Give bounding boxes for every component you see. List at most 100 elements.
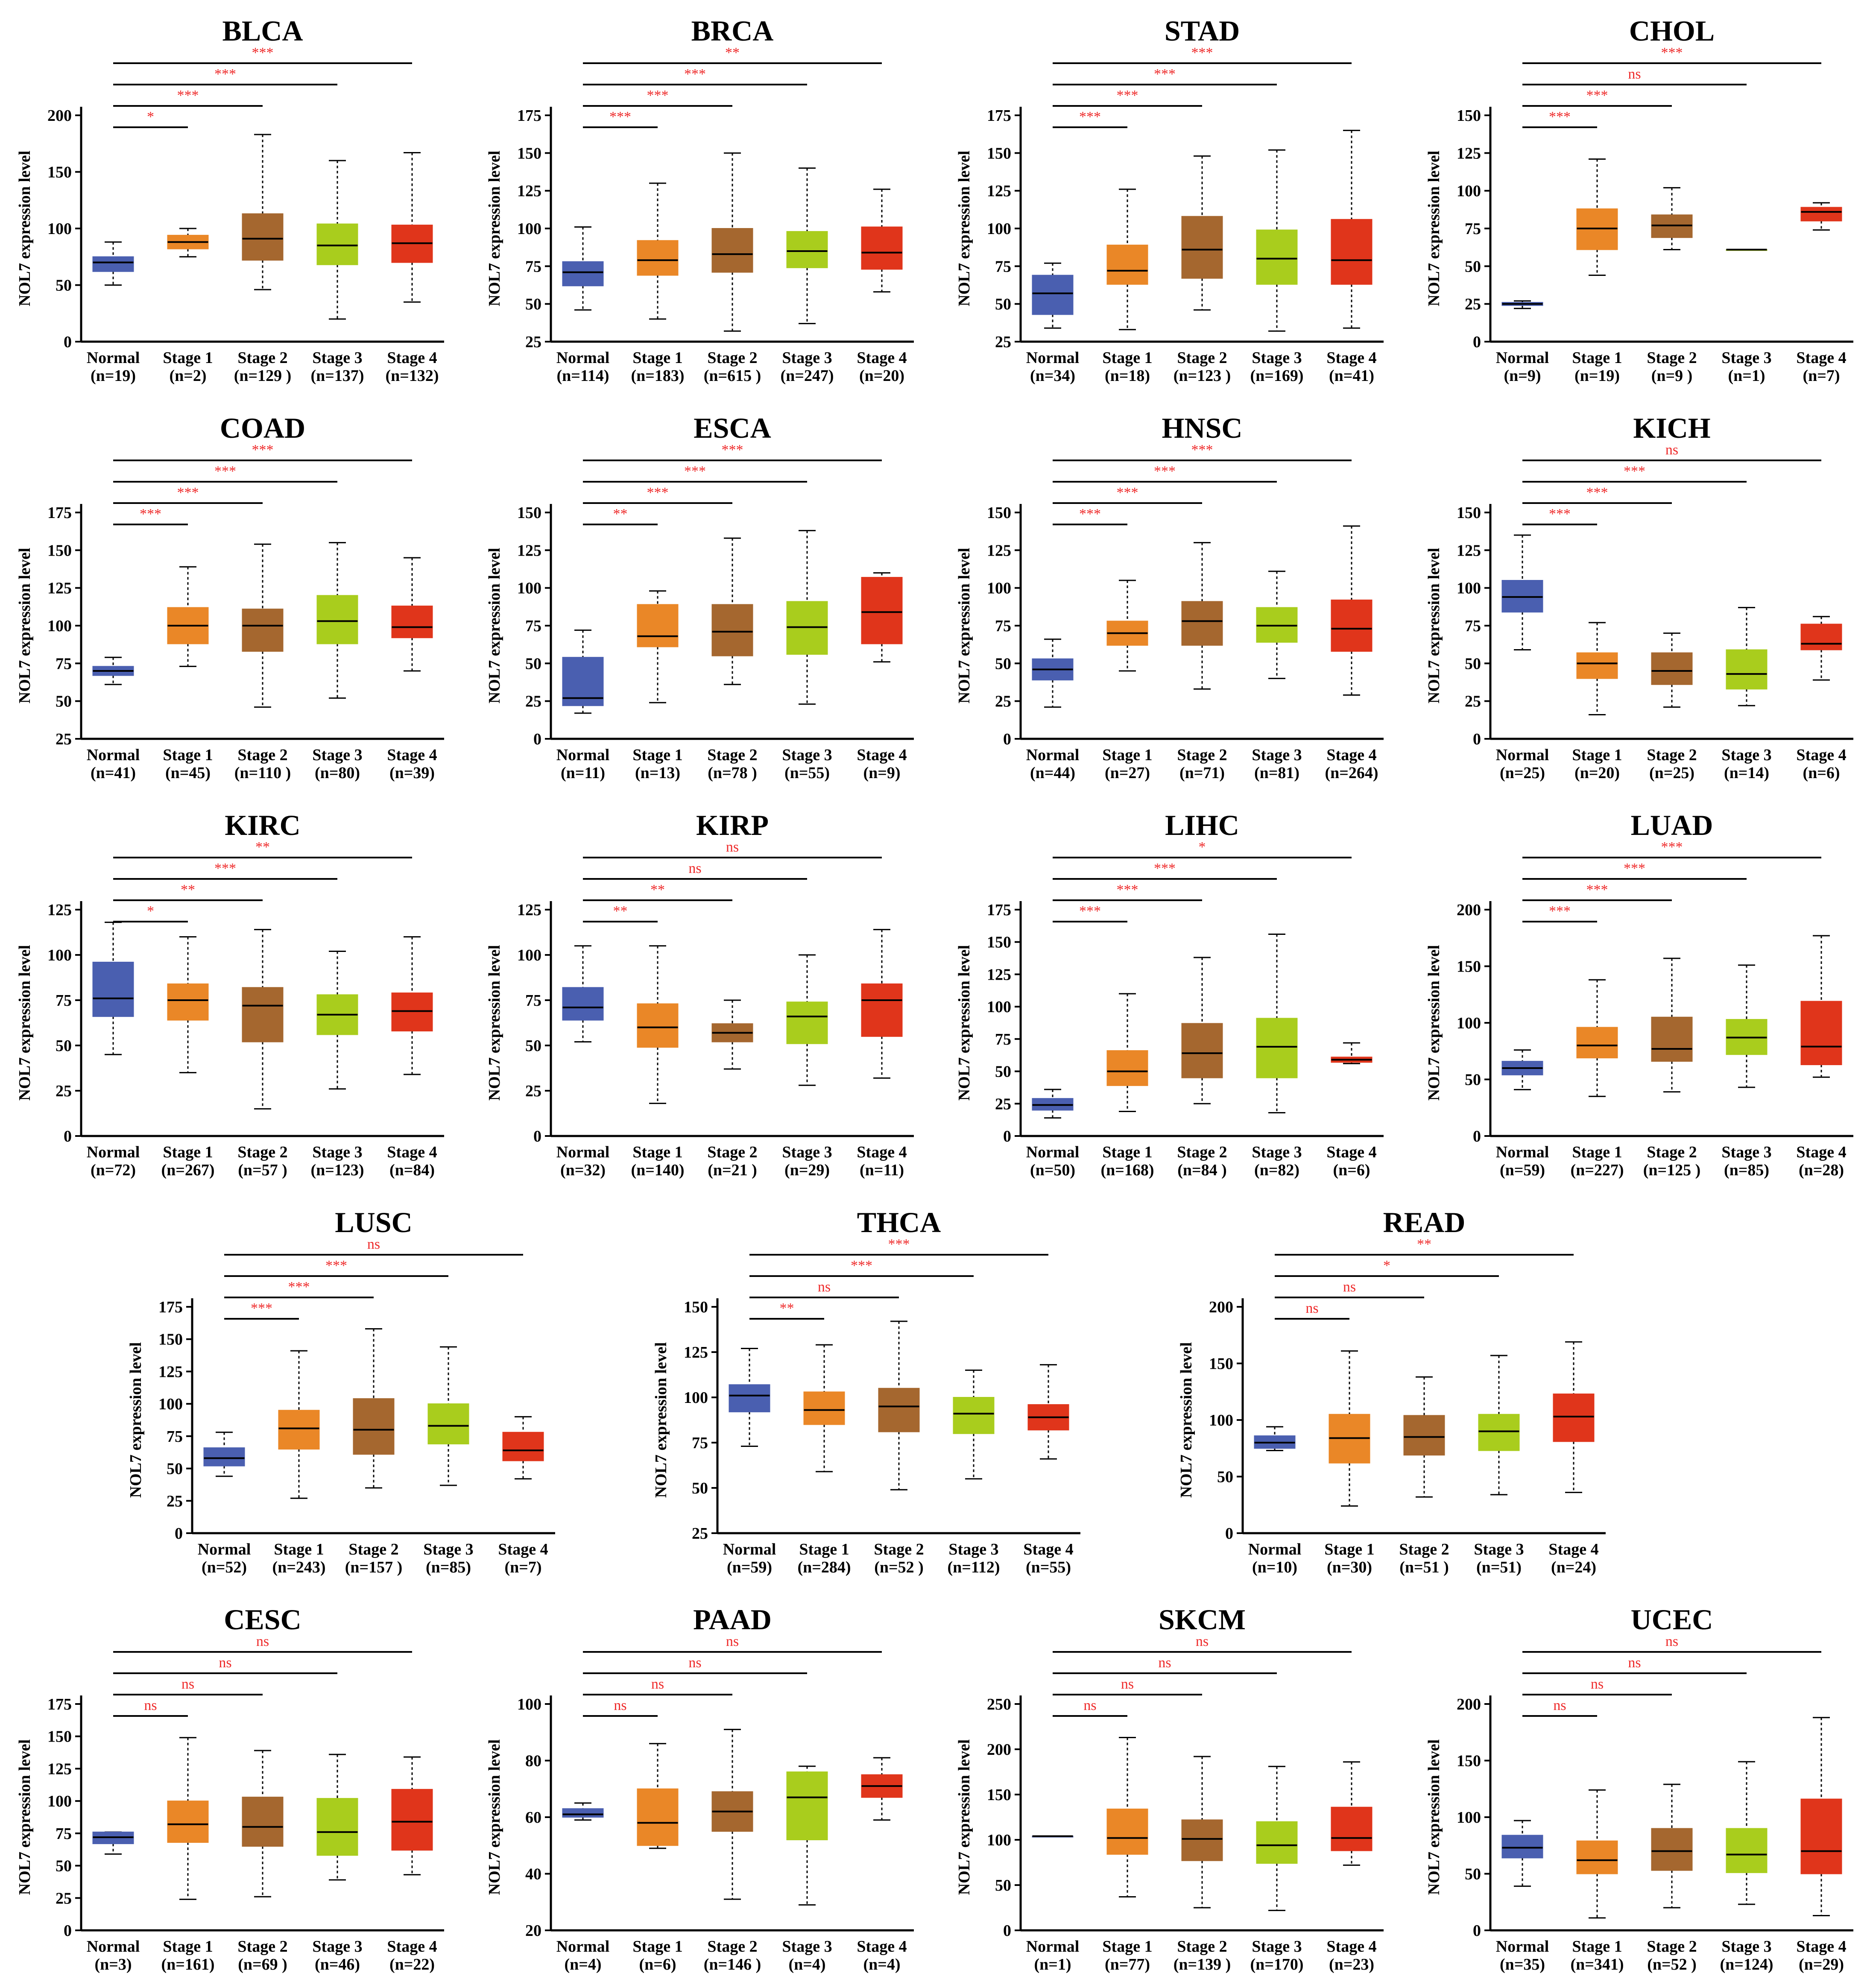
- box-stage-1: [637, 182, 679, 320]
- y-tick-label: 100: [1209, 1411, 1233, 1429]
- y-tick-label: 125: [47, 580, 72, 597]
- y-tick-label: 75: [525, 258, 541, 275]
- x-n-label: (n=84 ): [1177, 1161, 1227, 1179]
- chart-title: BRCA: [691, 15, 774, 47]
- significance-label: ***: [1079, 506, 1101, 522]
- chart-title: PAAD: [693, 1603, 772, 1636]
- chart-title: STAD: [1165, 15, 1240, 47]
- iqr-box: [242, 609, 284, 652]
- y-tick-label: 150: [987, 144, 1011, 162]
- x-n-label: (n=157 ): [345, 1558, 403, 1576]
- x-category-label: Stage 4: [1326, 746, 1376, 764]
- x-category-label: Stage 2: [1647, 746, 1697, 764]
- x-category-label: Normal: [556, 349, 610, 367]
- x-category-label: Normal: [1496, 746, 1549, 764]
- significance-label: ***: [1549, 506, 1571, 522]
- significance-label: ***: [647, 88, 669, 103]
- iqr-box: [562, 1808, 604, 1818]
- iqr-box: [1331, 219, 1373, 285]
- chart-title: CHOL: [1629, 15, 1715, 47]
- x-category-label: Stage 1: [1102, 1143, 1152, 1161]
- x-n-label: (n=13): [635, 764, 680, 782]
- y-tick-label: 25: [995, 693, 1011, 711]
- x-n-label: (n=59): [1500, 1161, 1545, 1179]
- y-tick-label: 100: [517, 580, 541, 597]
- x-category-label: Stage 3: [948, 1540, 998, 1558]
- y-tick-label: 75: [56, 1825, 72, 1843]
- box-stage-3: [1726, 1761, 1768, 1905]
- iqr-box: [861, 577, 903, 644]
- x-category-label: Stage 4: [1796, 349, 1846, 367]
- box-stage-1: [1576, 1789, 1618, 1919]
- chart-title: LUAD: [1631, 809, 1713, 841]
- iqr-box: [92, 961, 134, 1017]
- y-tick-label: 125: [987, 182, 1011, 200]
- x-category-label: Stage 1: [1572, 1143, 1622, 1161]
- iqr-box: [562, 987, 604, 1021]
- y-axis-label: NOL7 expression level: [486, 548, 503, 704]
- x-n-label: (n=85): [426, 1558, 471, 1576]
- y-tick-label: 200: [47, 107, 72, 125]
- box-stage-1: [278, 1350, 320, 1499]
- x-category-label: Stage 4: [1796, 1143, 1846, 1161]
- x-n-label: (n=11): [561, 764, 605, 782]
- x-n-label: (n=3): [94, 1956, 132, 1973]
- x-category-label: Stage 1: [1572, 349, 1622, 367]
- y-tick-label: 25: [995, 333, 1011, 351]
- significance-label: ***: [1079, 109, 1101, 125]
- box-stage-3: [316, 951, 358, 1090]
- y-axis-label: NOL7 expression level: [955, 1739, 973, 1895]
- significance-label: ns: [726, 1634, 739, 1649]
- iqr-box: [711, 604, 753, 656]
- significance-label: ***: [1154, 861, 1176, 876]
- x-n-label: (n=1): [1034, 1956, 1071, 1973]
- x-category-label: Stage 2: [707, 349, 757, 367]
- iqr-box: [1331, 599, 1373, 652]
- x-category-label: Stage 2: [1177, 1143, 1227, 1161]
- iqr-box: [1800, 1001, 1842, 1066]
- box-stage-3: [1726, 607, 1768, 706]
- x-n-label: (n=21 ): [708, 1161, 757, 1179]
- box-stage-3: [1256, 571, 1298, 679]
- significance-label: ***: [140, 506, 161, 522]
- y-tick-label: 200: [1457, 901, 1481, 919]
- y-tick-label: 50: [1465, 655, 1481, 673]
- x-category-label: Stage 3: [1721, 349, 1771, 367]
- y-tick-label: 125: [987, 966, 1011, 984]
- x-n-label: (n=52 ): [1647, 1956, 1697, 1973]
- iqr-box: [1576, 1027, 1618, 1059]
- y-tick-label: 50: [995, 655, 1011, 673]
- significance-label: ***: [1154, 463, 1176, 479]
- y-tick-label: 25: [56, 1082, 72, 1100]
- box-stage-2: [711, 152, 753, 332]
- iqr-box: [861, 226, 903, 270]
- x-category-label: Stage 1: [799, 1540, 849, 1558]
- y-tick-label: 50: [995, 1063, 1011, 1081]
- x-n-label: (n=24): [1551, 1558, 1596, 1576]
- x-n-label: (n=11): [860, 1161, 904, 1179]
- significance-label: ***: [1117, 88, 1138, 103]
- panel-kirc: KIRC NOL7 expression level 0 25 50 75 100 125 No…: [16, 809, 444, 1179]
- x-n-label: (n=1): [1728, 367, 1765, 385]
- iqr-box: [242, 213, 284, 261]
- x-category-label: Stage 1: [1572, 1938, 1622, 1956]
- x-category-label: Stage 2: [1177, 1938, 1227, 1956]
- panel-blca: BLCA NOL7 expression level 0 50 100 150 200 Nor…: [16, 15, 444, 385]
- box-stage-1: [167, 936, 209, 1074]
- significance-label: ***: [684, 463, 706, 479]
- box-normal: [1032, 1089, 1074, 1119]
- box-normal: [92, 922, 134, 1055]
- y-tick-label: 150: [47, 1728, 72, 1746]
- x-category-label: Stage 1: [1324, 1540, 1374, 1558]
- y-axis-label: NOL7 expression level: [955, 548, 973, 704]
- x-n-label: (n=267): [161, 1161, 214, 1179]
- x-category-label: Stage 4: [498, 1540, 548, 1558]
- box-stage-3: [427, 1346, 469, 1486]
- iqr-box: [1106, 1808, 1148, 1855]
- box-stage-3: [1478, 1355, 1520, 1496]
- iqr-box: [953, 1397, 995, 1434]
- y-tick-label: 150: [517, 144, 541, 162]
- y-tick-label: 75: [167, 1428, 183, 1446]
- iqr-box: [167, 983, 209, 1021]
- box-stage-4: [1553, 1341, 1595, 1493]
